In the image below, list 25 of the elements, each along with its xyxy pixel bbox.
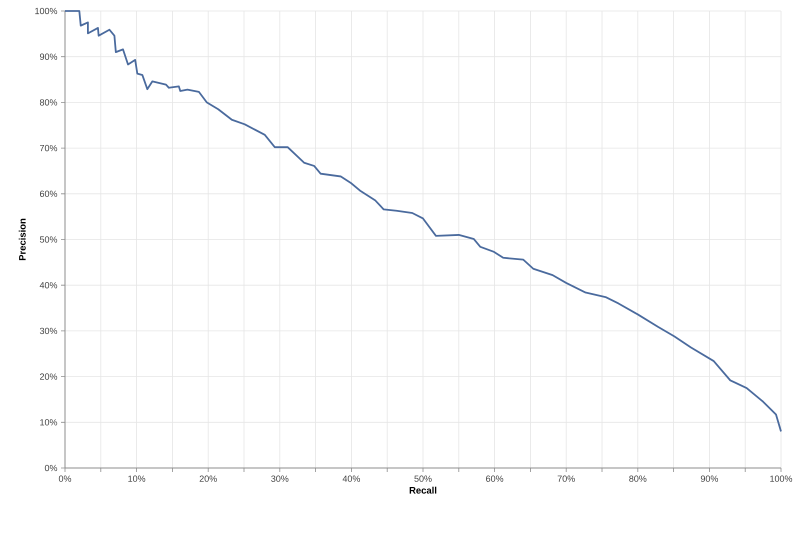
line-series — [64, 10, 782, 432]
y-tick-label: 100% — [35, 8, 58, 14]
y-tick-label: 30% — [40, 328, 58, 334]
x-tick-label: 20% — [200, 476, 217, 482]
x-tick-label: 90% — [700, 476, 718, 482]
y-tick-label: 60% — [40, 190, 58, 197]
y-tick-label: 10% — [40, 419, 58, 426]
x-tick-label: 40% — [342, 476, 360, 482]
y-tick-label: 0% — [44, 464, 58, 472]
y-tick-label: 50% — [40, 236, 58, 243]
y-tick-label: 80% — [40, 99, 58, 106]
y-axis-title: Precision — [18, 218, 26, 260]
x-tick-label: 80% — [629, 476, 646, 482]
x-tick-label: 100% — [770, 476, 792, 482]
x-tick-label: 50% — [414, 476, 432, 482]
x-tick-label: 0% — [58, 476, 72, 482]
x-axis-title: Recall — [410, 486, 436, 494]
y-tick-label: 90% — [40, 54, 58, 60]
x-tick-label: 60% — [486, 476, 504, 482]
y-tick-label: 40% — [40, 282, 58, 288]
x-tick-label: 10% — [128, 476, 146, 482]
y-tick-label: 20% — [40, 373, 58, 380]
x-tick-label: 70% — [558, 476, 575, 482]
x-tick-label: 30% — [271, 476, 288, 482]
y-tick-label: 70% — [40, 144, 58, 152]
